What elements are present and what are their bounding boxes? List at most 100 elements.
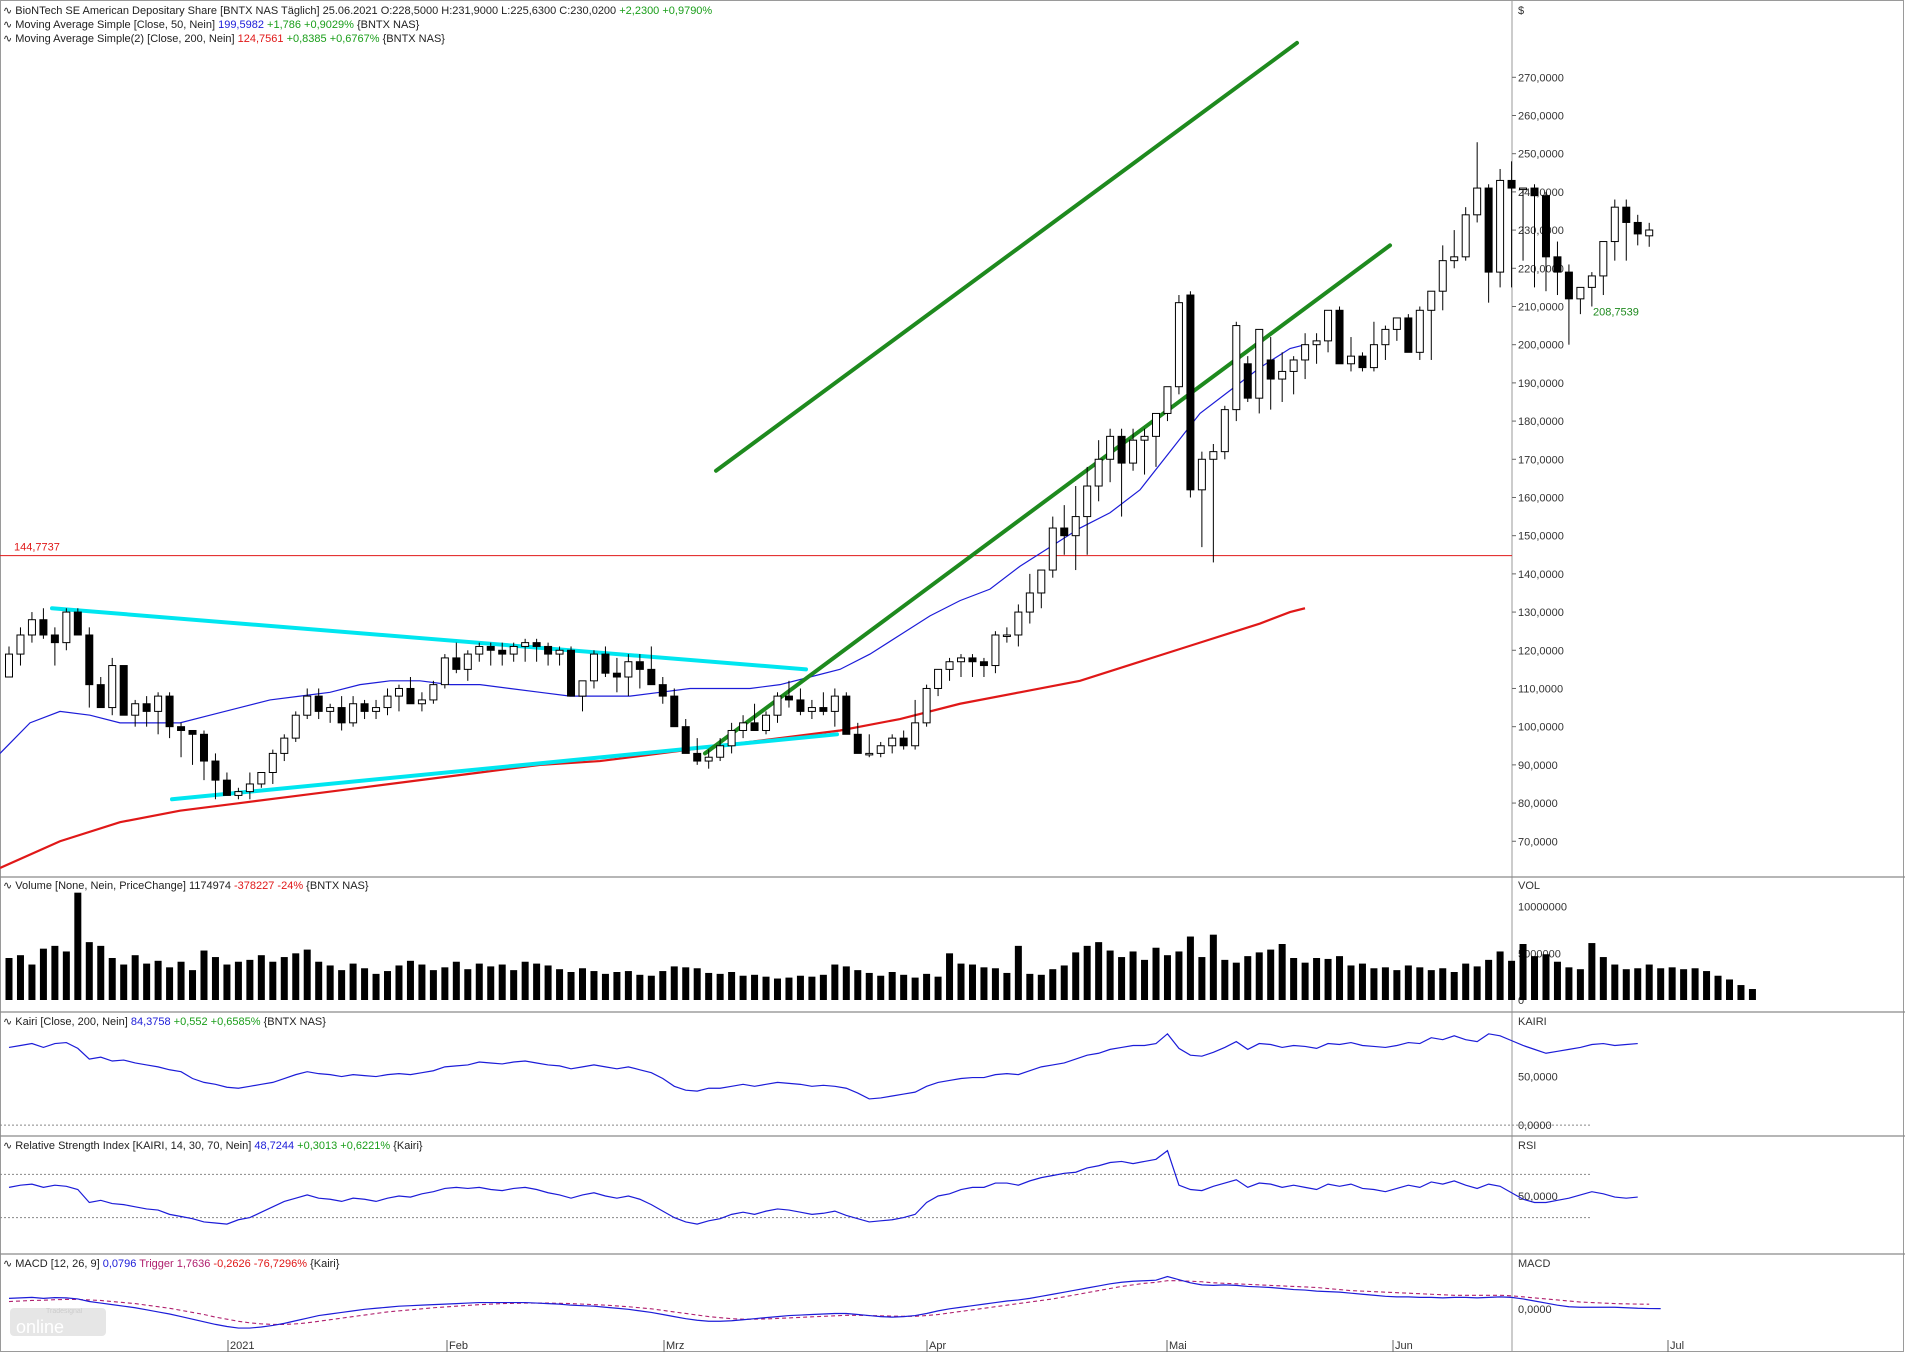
volume-bar bbox=[303, 949, 311, 1000]
watermark-large-text: online bbox=[16, 1317, 64, 1337]
trendline bbox=[50, 606, 808, 672]
volume-bar bbox=[85, 942, 93, 1000]
volume-header: ∿ Volume [None, Nein, PriceChange] 11749… bbox=[3, 880, 369, 892]
candle-body bbox=[486, 645, 495, 651]
candle-body bbox=[911, 722, 920, 747]
volume-bar bbox=[567, 972, 575, 1000]
candle-body bbox=[1140, 435, 1149, 441]
volume-bar bbox=[62, 951, 70, 1000]
candle-body bbox=[1438, 260, 1447, 292]
volume-bar bbox=[361, 968, 369, 1000]
price-tick-label: 210,0000 bbox=[1518, 301, 1564, 313]
volume-bar bbox=[154, 960, 162, 1000]
volume-bar bbox=[590, 971, 598, 1000]
price-tick-label: 240,0000 bbox=[1518, 187, 1564, 199]
price-tick-label: 230,0000 bbox=[1518, 225, 1564, 237]
volume-bar bbox=[636, 974, 644, 1000]
volume-bar bbox=[1588, 943, 1596, 1000]
candle-body bbox=[177, 726, 186, 731]
candle-body bbox=[1450, 256, 1459, 262]
volume-bar bbox=[1622, 969, 1630, 1000]
candle-body bbox=[1519, 187, 1528, 191]
instrument-header: ∿ BioNTech SE American Depositary Share … bbox=[3, 5, 712, 17]
candle-body bbox=[750, 722, 759, 731]
volume-bar bbox=[1221, 959, 1229, 1000]
candle-body bbox=[521, 642, 530, 647]
volume-bar bbox=[498, 964, 506, 1000]
volume-bar bbox=[1267, 949, 1275, 1000]
candle-body bbox=[1037, 569, 1046, 594]
volume-bar bbox=[957, 963, 965, 1000]
volume-bar bbox=[842, 966, 850, 1000]
volume-bar bbox=[877, 975, 885, 1000]
volume-bar bbox=[1175, 951, 1183, 1000]
candle-body bbox=[440, 657, 449, 686]
volume-bar bbox=[1703, 971, 1711, 1000]
volume-bar bbox=[1255, 952, 1263, 1000]
volume-bar bbox=[1324, 958, 1332, 1000]
candle-body bbox=[1610, 206, 1619, 243]
volume-bar bbox=[28, 964, 36, 1000]
candle-body bbox=[394, 687, 403, 697]
volume-bar bbox=[1049, 969, 1057, 1000]
candle-body bbox=[131, 703, 140, 716]
candle-body bbox=[842, 695, 851, 735]
volume-bar bbox=[1290, 958, 1298, 1000]
candle-body bbox=[280, 737, 289, 754]
candle-body bbox=[1106, 435, 1115, 460]
kairi-tick-label: 50,0000 bbox=[1518, 1072, 1558, 1084]
volume-bar bbox=[1599, 957, 1607, 1000]
candle-body bbox=[1484, 187, 1493, 273]
candle-body bbox=[1163, 386, 1172, 414]
candle-body bbox=[1541, 195, 1550, 258]
candle-body bbox=[463, 653, 472, 670]
candle-body bbox=[704, 756, 713, 762]
candle-body bbox=[142, 703, 151, 712]
volume-bar bbox=[384, 971, 392, 1000]
volume-bar bbox=[1645, 964, 1653, 1000]
candle-body bbox=[1220, 409, 1229, 453]
macd-tick-label: 0,0000 bbox=[1518, 1304, 1552, 1316]
volume-bar bbox=[108, 958, 116, 1000]
volume-tick-label: 0 bbox=[1518, 995, 1524, 1007]
price-tick-label: 200,0000 bbox=[1518, 340, 1564, 352]
month-label: Feb bbox=[449, 1340, 468, 1352]
volume-bar bbox=[211, 957, 219, 1000]
volume-bar bbox=[1542, 954, 1550, 1000]
candle-body bbox=[50, 634, 59, 644]
volume-bar bbox=[1381, 967, 1389, 1000]
candle-body bbox=[888, 737, 897, 747]
volume-bar bbox=[911, 977, 919, 1000]
volume-bar bbox=[16, 955, 24, 1000]
price-tick-label: 170,0000 bbox=[1518, 454, 1564, 466]
candle-body bbox=[211, 760, 220, 781]
candle-body bbox=[807, 707, 816, 712]
month-label: Jul bbox=[1670, 1340, 1684, 1352]
volume-bar bbox=[1026, 973, 1034, 1000]
volume-bar bbox=[728, 972, 736, 1000]
volume-bar bbox=[1232, 962, 1240, 1000]
candle-body bbox=[1507, 179, 1516, 189]
candle-body bbox=[555, 649, 564, 655]
volume-bar bbox=[1668, 967, 1676, 1000]
volume-bar bbox=[246, 959, 254, 1000]
volume-bar bbox=[1726, 979, 1733, 1000]
candle-body bbox=[1346, 355, 1355, 365]
candle-body bbox=[1048, 527, 1057, 571]
volume-bar bbox=[5, 958, 13, 1000]
volume-bar bbox=[464, 969, 472, 1000]
candle-body bbox=[429, 684, 438, 701]
candle-body bbox=[337, 707, 346, 724]
volume-bar bbox=[1737, 985, 1745, 1000]
candle-body bbox=[199, 733, 208, 762]
candle-body bbox=[268, 752, 277, 774]
volume-bar bbox=[601, 973, 609, 1000]
volume-bar bbox=[1198, 957, 1206, 1000]
candle-body bbox=[578, 680, 587, 697]
price-tick-label: 160,0000 bbox=[1518, 492, 1564, 504]
candle-body bbox=[876, 745, 885, 754]
volume-bar bbox=[762, 976, 770, 1000]
rsi-line bbox=[8, 1149, 1638, 1225]
